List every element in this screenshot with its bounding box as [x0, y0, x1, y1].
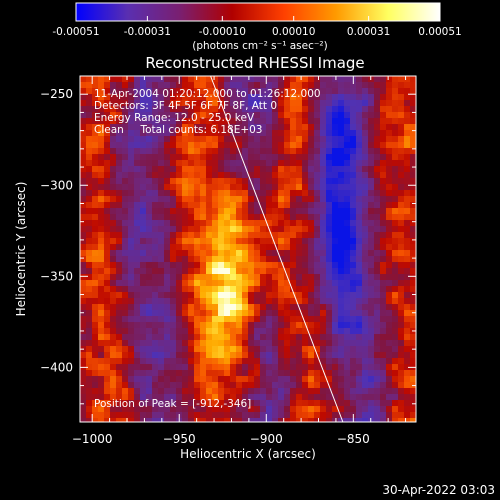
annotation-line: Detectors: 3F 4F 5F 6F 7F 8F, Att 0	[94, 100, 277, 112]
x-axis-label: Heliocentric X (arcsec)	[180, 447, 316, 461]
colorbar-units: (photons cm⁻² s⁻¹ asec⁻²)	[192, 40, 327, 52]
solar-limb-line	[210, 75, 344, 423]
annotation-block: 11-Apr-2004 01:20:12.000 to 01:26:12.000…	[94, 88, 321, 136]
annotation-line: Energy Range: 12.0 - 25.0 keV	[94, 112, 255, 124]
heatmap-image	[80, 76, 416, 422]
colorbar-tick-label: -0.00051	[52, 26, 99, 38]
annotation-line: 11-Apr-2004 01:20:12.000 to 01:26:12.000	[94, 88, 321, 100]
y-axis-label: Heliocentric Y (arcsec)	[14, 182, 28, 317]
y-tick-label: −300	[40, 178, 73, 192]
annotation-line: Clean Total counts: 6.18E+03	[94, 124, 263, 136]
y-tick-label: −350	[40, 269, 73, 283]
colorbar-ticks: -0.00051 -0.00031 -0.00010 0.00010 0.00031 0.…	[52, 16, 462, 38]
colorbar-tick-label: 0.00031	[347, 26, 390, 38]
x-tick-label: −900	[250, 432, 283, 446]
footer-timestamp: 30-Apr-2022 03:03	[382, 483, 495, 497]
y-tick-label: −400	[40, 360, 73, 374]
colorbar-tick-label: -0.00031	[124, 26, 171, 38]
colorbar-tick-label: 0.00051	[418, 26, 461, 38]
x-tick-label: −850	[337, 432, 370, 446]
peak-position-label: Position of Peak = [-912,-346]	[94, 398, 251, 410]
x-tick-label: −1000	[72, 432, 113, 446]
y-tick-label: −250	[40, 87, 73, 101]
colorbar-tick-label: -0.00010	[199, 26, 246, 38]
x-tick-label: −950	[163, 432, 196, 446]
axes: −1000 −950 −900 −850 −250 −300 −350 −400	[40, 75, 416, 446]
colorbar	[75, 2, 441, 22]
chart-title: Reconstructed RHESSI Image	[145, 54, 364, 72]
plot-frame	[79, 75, 417, 423]
colorbar-tick-label: 0.00010	[272, 26, 315, 38]
